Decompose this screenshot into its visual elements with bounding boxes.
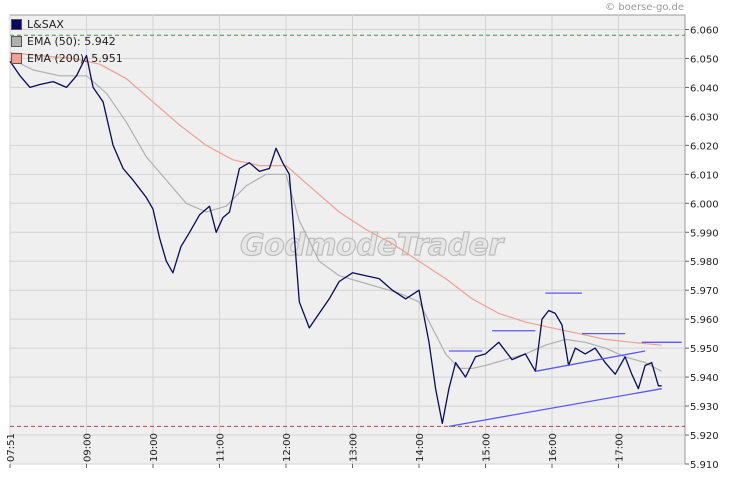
x-tick-label: 07:51 bbox=[6, 433, 17, 462]
y-tick-label: 5.990 bbox=[690, 228, 719, 239]
x-tick-label: 14:00 bbox=[415, 433, 426, 462]
series-line-2 bbox=[9, 52, 662, 346]
grid-lines bbox=[9, 15, 685, 465]
x-tick-label: 09:00 bbox=[82, 433, 93, 462]
y-tick-label: 5.950 bbox=[690, 344, 719, 355]
x-tick-label: 11:00 bbox=[215, 433, 226, 462]
y-tick-label: 6.040 bbox=[690, 83, 719, 94]
legend-label-ema50: EMA (50): 5.942 bbox=[27, 35, 116, 48]
y-tick-label: 5.940 bbox=[690, 373, 719, 384]
legend-item-lsax: L&SAX bbox=[11, 18, 64, 31]
y-tick-label: 5.960 bbox=[690, 315, 719, 326]
y-tick-label: 5.910 bbox=[690, 460, 719, 471]
x-tick-label: 15:00 bbox=[481, 433, 492, 462]
x-tick-label: 10:00 bbox=[149, 433, 160, 462]
y-tick-label: 6.060 bbox=[690, 25, 719, 36]
y-tick-label: 6.030 bbox=[690, 112, 719, 123]
legend-label-ema200: EMA (200): 5.951 bbox=[27, 52, 123, 65]
series-lines bbox=[9, 52, 662, 425]
y-tick-label: 6.020 bbox=[690, 141, 719, 152]
y-axis: 6.060 6.050 6.040 6.030 6.020 6.010 6.000 5.990… bbox=[685, 25, 719, 471]
legend-item-ema50: EMA (50): 5.942 bbox=[11, 35, 116, 48]
plot-background bbox=[9, 14, 686, 465]
y-tick-label: 5.980 bbox=[690, 257, 719, 268]
copyright-text: © boerse-go.de bbox=[605, 2, 684, 13]
trendline bbox=[535, 350, 646, 372]
legend-swatch-ema200 bbox=[11, 53, 22, 64]
legend-swatch-ema50 bbox=[11, 36, 22, 47]
reference-lines bbox=[10, 34, 685, 427]
x-tick-label: 17:00 bbox=[614, 433, 625, 462]
y-tick-label: 5.930 bbox=[690, 402, 719, 413]
legend-swatch-lsax bbox=[11, 19, 22, 30]
trendlines bbox=[448, 292, 682, 427]
watermark-text: GodmodeTrader bbox=[240, 228, 505, 263]
y-tick-label: 6.000 bbox=[690, 199, 719, 210]
y-tick-label: 6.010 bbox=[690, 170, 719, 181]
series-line-0 bbox=[9, 54, 662, 425]
y-tick-label: 5.970 bbox=[690, 286, 719, 297]
trendline bbox=[448, 388, 662, 427]
y-tick-label: 5.920 bbox=[690, 431, 719, 442]
y-tick-label: 6.050 bbox=[690, 54, 719, 65]
legend-label-lsax: L&SAX bbox=[27, 18, 64, 31]
series-line-1 bbox=[9, 57, 662, 372]
x-axis: 07:51 09:00 10:00 11:00 12:00 13:00 14:00 15:00… bbox=[6, 433, 625, 468]
x-tick-label: 12:00 bbox=[282, 433, 293, 462]
x-tick-label: 16:00 bbox=[548, 433, 559, 462]
x-tick-label: 13:00 bbox=[348, 433, 359, 462]
legend-item-ema200: EMA (200): 5.951 bbox=[11, 52, 123, 65]
